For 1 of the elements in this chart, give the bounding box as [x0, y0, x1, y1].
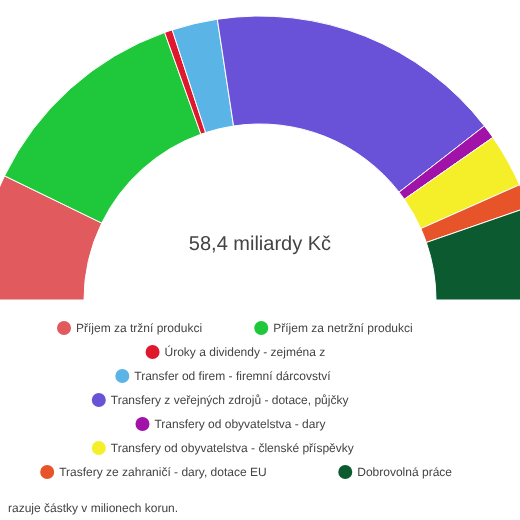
text: 58,4 miliardy Kč: [188, 234, 332, 256]
